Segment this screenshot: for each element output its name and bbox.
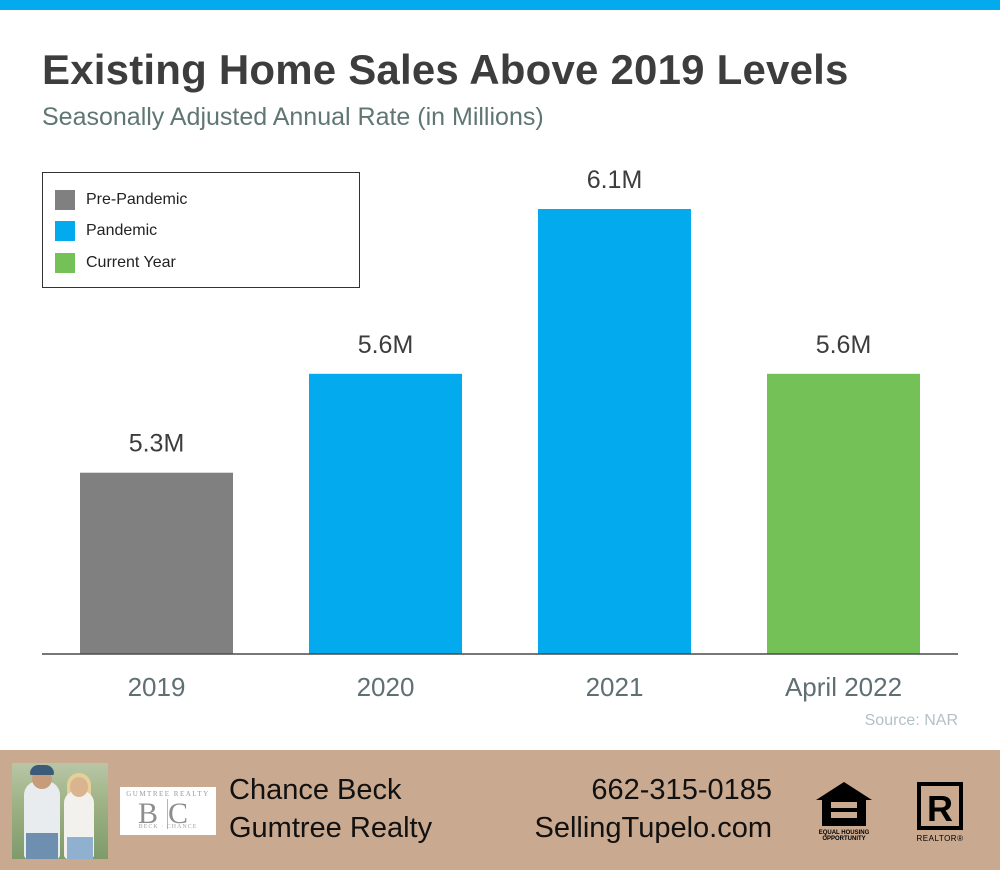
- top-accent-bar: [0, 0, 1000, 10]
- chart-subtitle: Seasonally Adjusted Annual Rate (in Mill…: [42, 103, 544, 131]
- bar-2021: [538, 209, 691, 654]
- bar-2019: [80, 472, 233, 654]
- brokerage-logo: GUMTREE REALTY BC BECK · CHANCE: [120, 787, 216, 835]
- equal-housing-icon: EQUAL HOUSING OPPORTUNITY: [814, 780, 874, 844]
- logo-top-text: GUMTREE REALTY: [126, 790, 210, 798]
- legend-label: Pandemic: [86, 222, 158, 239]
- agent-photo: [12, 763, 108, 859]
- agent-name: Chance Beck: [229, 774, 402, 806]
- bar-chart: 5.3M 2019 5.6M 2020 6.1M 2021 5.6M April 2022: [42, 166, 958, 702]
- agent-phone: 662-315-0185: [591, 774, 772, 806]
- logo-divider: [167, 799, 168, 829]
- bar-value-label: 5.6M: [358, 331, 414, 359]
- realtor-text: REALTOR®: [916, 834, 964, 843]
- legend-swatch-pre-pandemic: [55, 190, 75, 210]
- agent-company: Gumtree Realty: [229, 812, 433, 844]
- legend-label: Current Year: [86, 254, 176, 271]
- x-tick-label: 2019: [128, 672, 186, 702]
- x-tick-label: 2020: [357, 672, 415, 702]
- bars-group: [80, 209, 920, 654]
- legend-swatch-pandemic: [55, 221, 75, 241]
- agent-footer: GUMTREE REALTY BC BECK · CHANCE Chance B…: [0, 750, 1000, 870]
- svg-text:R: R: [927, 788, 953, 829]
- bar-2020: [309, 373, 462, 654]
- agent-website: SellingTupelo.com: [534, 812, 773, 844]
- bar-value-label: 5.3M: [129, 430, 185, 458]
- bar-value-label: 5.6M: [816, 331, 872, 359]
- legend-label: Pre-Pandemic: [86, 191, 188, 208]
- bar-value-label: 6.1M: [587, 166, 643, 194]
- eho-text: EQUAL HOUSING OPPORTUNITY: [818, 830, 870, 842]
- legend-item-current-year: Current Year: [55, 252, 176, 274]
- bar-april-2022: [767, 373, 920, 654]
- x-tick-label: April 2022: [785, 672, 902, 702]
- realtor-icon: R REALTOR®: [912, 780, 968, 844]
- labels-group: 5.3M 2019 5.6M 2020 6.1M 2021 5.6M April 2022: [128, 166, 902, 702]
- legend-item-pandemic: Pandemic: [55, 220, 157, 242]
- x-tick-label: 2021: [586, 672, 644, 702]
- logo-sub-text: BECK · CHANCE: [138, 824, 198, 830]
- legend-item-pre-pandemic: Pre-Pandemic: [55, 189, 187, 211]
- source-note: Source: NAR: [864, 712, 958, 729]
- legend: Pre-Pandemic Pandemic Current Year: [42, 172, 360, 288]
- legend-swatch-current-year: [55, 253, 75, 273]
- logo-letters: BC: [137, 797, 199, 830]
- chart-title: Existing Home Sales Above 2019 Levels: [42, 46, 849, 93]
